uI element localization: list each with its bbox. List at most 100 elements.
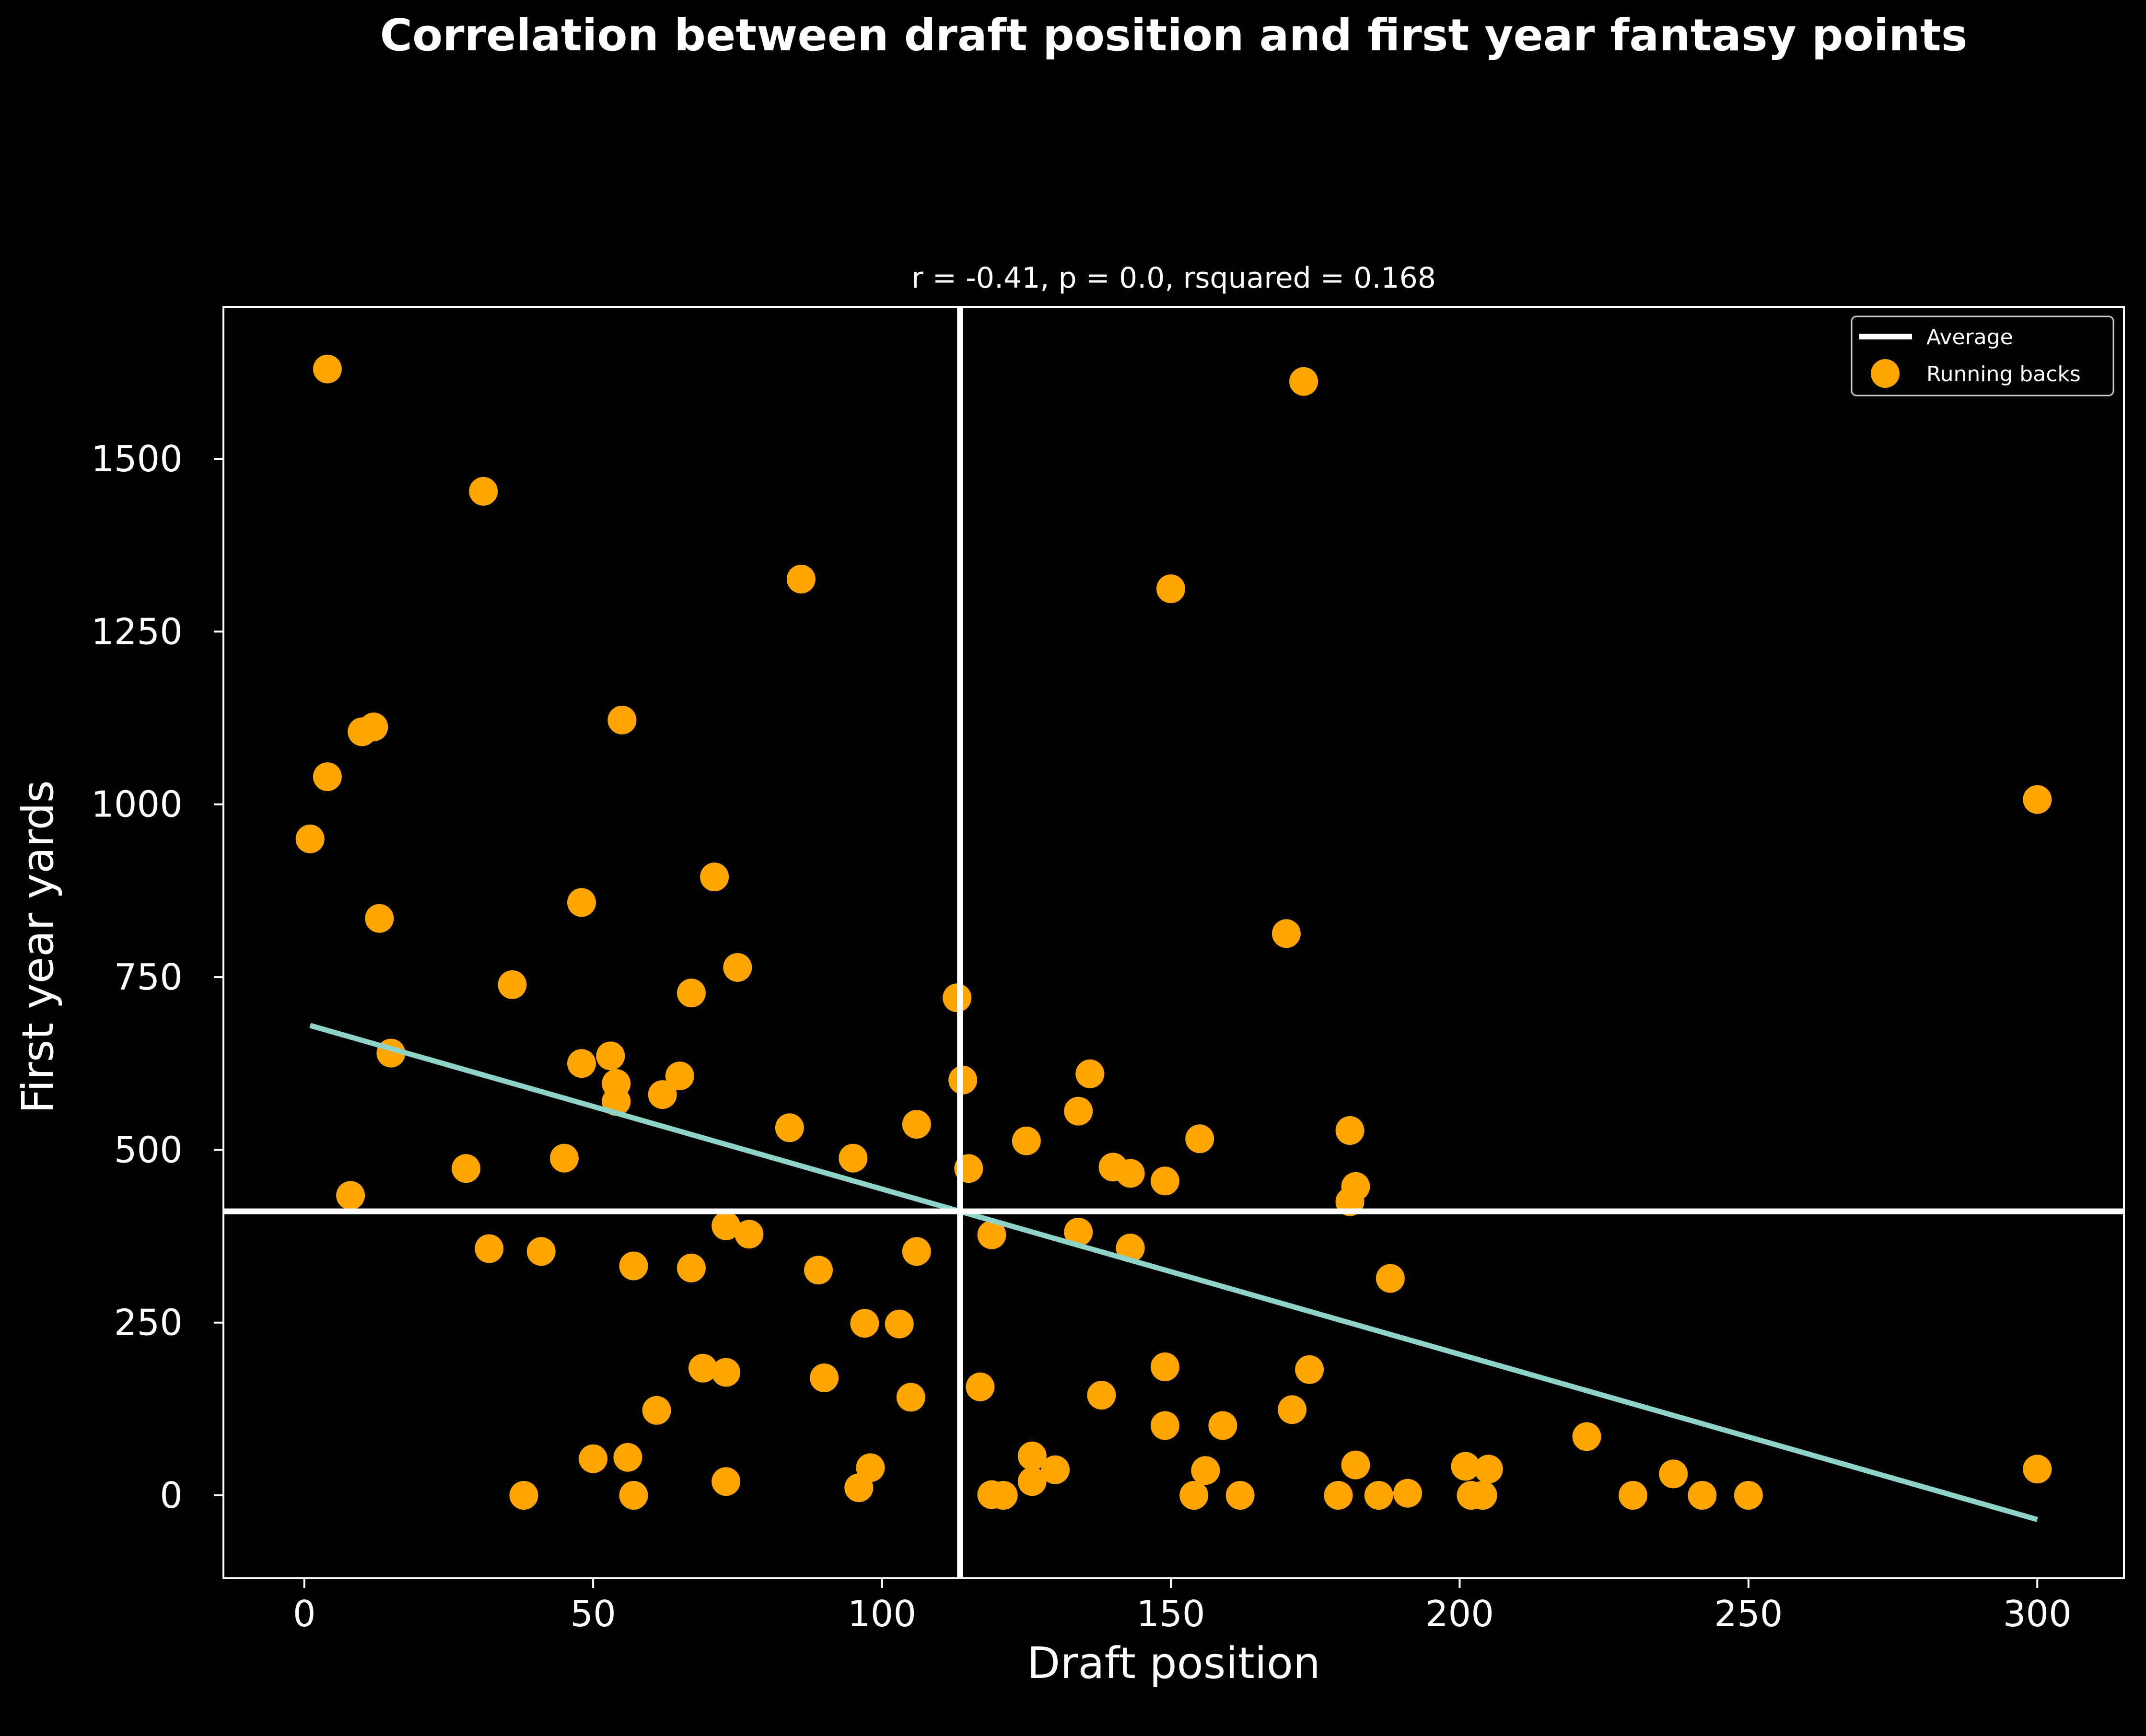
data-point — [1185, 1124, 1214, 1153]
data-point — [1393, 1479, 1422, 1508]
data-point — [1225, 1481, 1255, 1510]
data-point — [567, 1049, 596, 1078]
data-point — [2023, 1455, 2052, 1484]
data-point — [1116, 1234, 1145, 1263]
plot-area — [223, 307, 2124, 1578]
data-point — [1150, 1411, 1179, 1440]
data-point — [1017, 1467, 1047, 1496]
x-tick-label: 150 — [1136, 1593, 1205, 1635]
data-point — [313, 762, 342, 792]
data-point — [839, 1143, 868, 1173]
data-point — [1064, 1096, 1093, 1126]
y-tick-label: 750 — [114, 956, 183, 998]
plot-background — [223, 307, 2124, 1578]
data-point — [596, 1041, 625, 1071]
data-point — [810, 1363, 839, 1392]
x-tick-label: 50 — [570, 1593, 616, 1635]
data-point — [475, 1234, 504, 1263]
data-point — [1150, 1166, 1179, 1196]
chart-title: Correlation between draft position and f… — [380, 10, 1967, 61]
y-tick-label: 500 — [114, 1129, 183, 1171]
data-point — [549, 1143, 579, 1173]
data-point — [665, 1061, 694, 1091]
data-point — [844, 1473, 874, 1503]
data-point — [1659, 1459, 1688, 1489]
data-point — [1335, 1116, 1365, 1145]
legend: Average Running backs — [1851, 315, 2114, 396]
data-point — [711, 1467, 741, 1496]
y-tick-label: 1500 — [91, 438, 183, 480]
y-tick-label: 0 — [160, 1474, 183, 1516]
data-point — [902, 1237, 931, 1266]
data-point — [850, 1309, 879, 1338]
data-point — [1271, 919, 1301, 948]
data-point — [786, 564, 816, 594]
reference-lines — [223, 307, 2124, 1578]
data-point — [336, 1181, 365, 1210]
data-point — [526, 1237, 556, 1266]
data-point — [1688, 1481, 1717, 1510]
data-point — [619, 1481, 648, 1510]
data-point — [700, 862, 729, 892]
data-point — [804, 1256, 833, 1285]
data-point — [567, 888, 596, 917]
data-point — [1468, 1481, 1497, 1510]
data-point — [989, 1481, 1018, 1510]
data-point — [711, 1211, 741, 1240]
data-point — [1474, 1455, 1503, 1484]
x-tick-label: 100 — [848, 1593, 916, 1635]
data-point — [619, 1251, 648, 1281]
data-point — [885, 1309, 914, 1339]
data-point — [1064, 1217, 1093, 1247]
data-point — [943, 983, 972, 1013]
data-point — [1012, 1126, 1041, 1155]
x-tick-label: 200 — [1425, 1593, 1494, 1635]
legend-average-label: Average — [1926, 325, 2013, 350]
y-axis-label: First year yards — [13, 780, 63, 1113]
data-point — [1341, 1450, 1370, 1480]
data-point — [1364, 1481, 1393, 1510]
data-point — [966, 1372, 995, 1401]
data-point — [607, 705, 637, 734]
data-point — [1289, 367, 1318, 396]
legend-running-backs-swatch — [1871, 359, 1900, 388]
data-point — [1324, 1481, 1353, 1510]
data-point — [295, 824, 325, 853]
data-point — [1017, 1441, 1047, 1470]
chart-subtitle: r = -0.41, p = 0.0, rsquared = 0.168 — [911, 261, 1436, 295]
data-point — [1191, 1456, 1220, 1485]
data-point — [1116, 1159, 1145, 1188]
data-point — [365, 904, 394, 933]
data-point — [711, 1358, 741, 1387]
legend-running-backs-label: Running backs — [1926, 362, 2081, 386]
x-axis-label: Draft position — [1027, 1638, 1320, 1689]
x-tick-label: 250 — [1714, 1593, 1783, 1635]
data-point — [676, 1253, 706, 1282]
data-point — [2023, 785, 2052, 814]
data-point — [1278, 1395, 1306, 1424]
data-point — [1208, 1411, 1237, 1440]
data-point — [498, 970, 527, 999]
data-point — [676, 979, 706, 1008]
data-point — [1295, 1355, 1324, 1384]
data-point — [1451, 1452, 1480, 1481]
data-point — [452, 1154, 480, 1183]
data-point — [613, 1443, 642, 1472]
data-point — [469, 477, 498, 506]
trend-line — [309, 1023, 2038, 1522]
data-point — [1734, 1481, 1763, 1510]
axes: 0 50 100 150 200 250 300 0 250 500 750 1000 1250 1500 — [91, 306, 2125, 1635]
data-point — [1618, 1481, 1647, 1510]
data-point — [359, 712, 388, 742]
data-point — [1150, 1352, 1179, 1381]
data-point — [1572, 1422, 1601, 1451]
data-point — [579, 1444, 608, 1473]
data-point — [509, 1481, 538, 1510]
data-point — [1179, 1481, 1209, 1510]
data-point — [896, 1383, 925, 1412]
data-point — [735, 1220, 764, 1249]
data-point — [313, 354, 342, 384]
data-point — [1041, 1455, 1070, 1484]
y-tick-label: 1250 — [91, 610, 183, 652]
